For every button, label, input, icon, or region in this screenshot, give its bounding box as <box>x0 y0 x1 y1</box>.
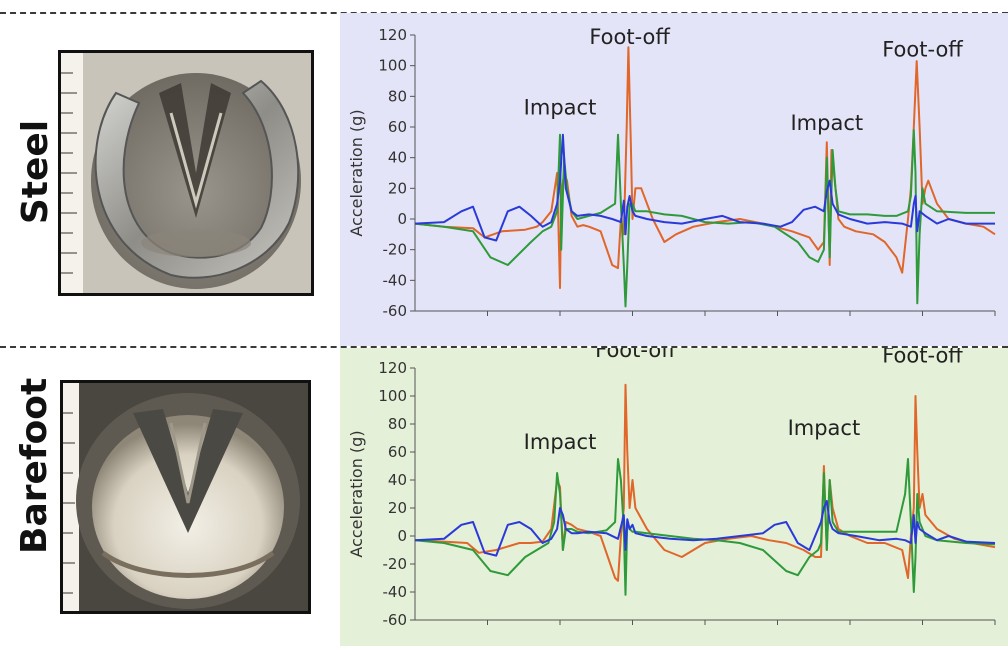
annotation-label: Impact <box>524 96 597 120</box>
y-tick-label: 20 <box>388 179 407 197</box>
y-tick-label: 20 <box>388 499 407 517</box>
y-tick-label: 60 <box>388 443 407 461</box>
y-tick-label: -40 <box>383 271 408 289</box>
annotation-label: Impact <box>524 430 597 454</box>
y-tick-label: -40 <box>383 583 408 601</box>
y-tick-label: 40 <box>388 149 407 167</box>
y-tick-label: 80 <box>388 415 407 433</box>
y-tick-label: -20 <box>383 241 408 259</box>
y-tick-label: 100 <box>378 387 407 405</box>
y-tick-label: -60 <box>383 611 408 629</box>
annotation-label: Impact <box>788 416 861 440</box>
steel-label: Steel <box>15 119 56 225</box>
annotation-label: Foot-off <box>589 25 670 49</box>
y-tick-label: 60 <box>388 118 407 136</box>
steel-chart: 120 100 80 60 40 20 0 -20 -40 -60 Acceleration (g)… <box>340 13 1008 346</box>
series-line-green <box>414 458 996 596</box>
y-tick-label: -20 <box>383 555 408 573</box>
y-tick-label: 80 <box>388 87 407 105</box>
y-tick-label: 40 <box>388 471 407 489</box>
barefoot-label: Barefoot <box>14 377 55 554</box>
chart-background <box>340 13 1008 346</box>
annotation-label: Impact <box>790 111 863 135</box>
middle-divider <box>0 346 1008 348</box>
series-line-blue <box>414 500 996 557</box>
y-tick-label: -60 <box>383 302 408 320</box>
chart-background <box>340 348 1008 646</box>
series-line-blue <box>414 133 995 242</box>
y-tick-label: 120 <box>378 359 407 377</box>
y-axis-label: Acceleration (g) <box>347 430 366 557</box>
barefoot-chart: 120 100 80 60 40 20 0 -20 -40 -60 Acceleration (g)… <box>340 338 1008 646</box>
y-tick-label: 120 <box>378 26 407 44</box>
annotation-label: Foot-off <box>595 348 676 362</box>
annotation-label: Foot-off <box>882 37 963 61</box>
y-axis-label: Acceleration (g) <box>347 109 366 236</box>
annotation-label: Foot-off <box>882 348 963 367</box>
barefoot-hoof-photo <box>60 380 311 614</box>
steel-hoof-photo <box>58 50 314 296</box>
y-tick-label: 0 <box>397 210 407 228</box>
y-tick-label: 0 <box>397 527 407 545</box>
y-tick-label: 100 <box>378 57 407 75</box>
